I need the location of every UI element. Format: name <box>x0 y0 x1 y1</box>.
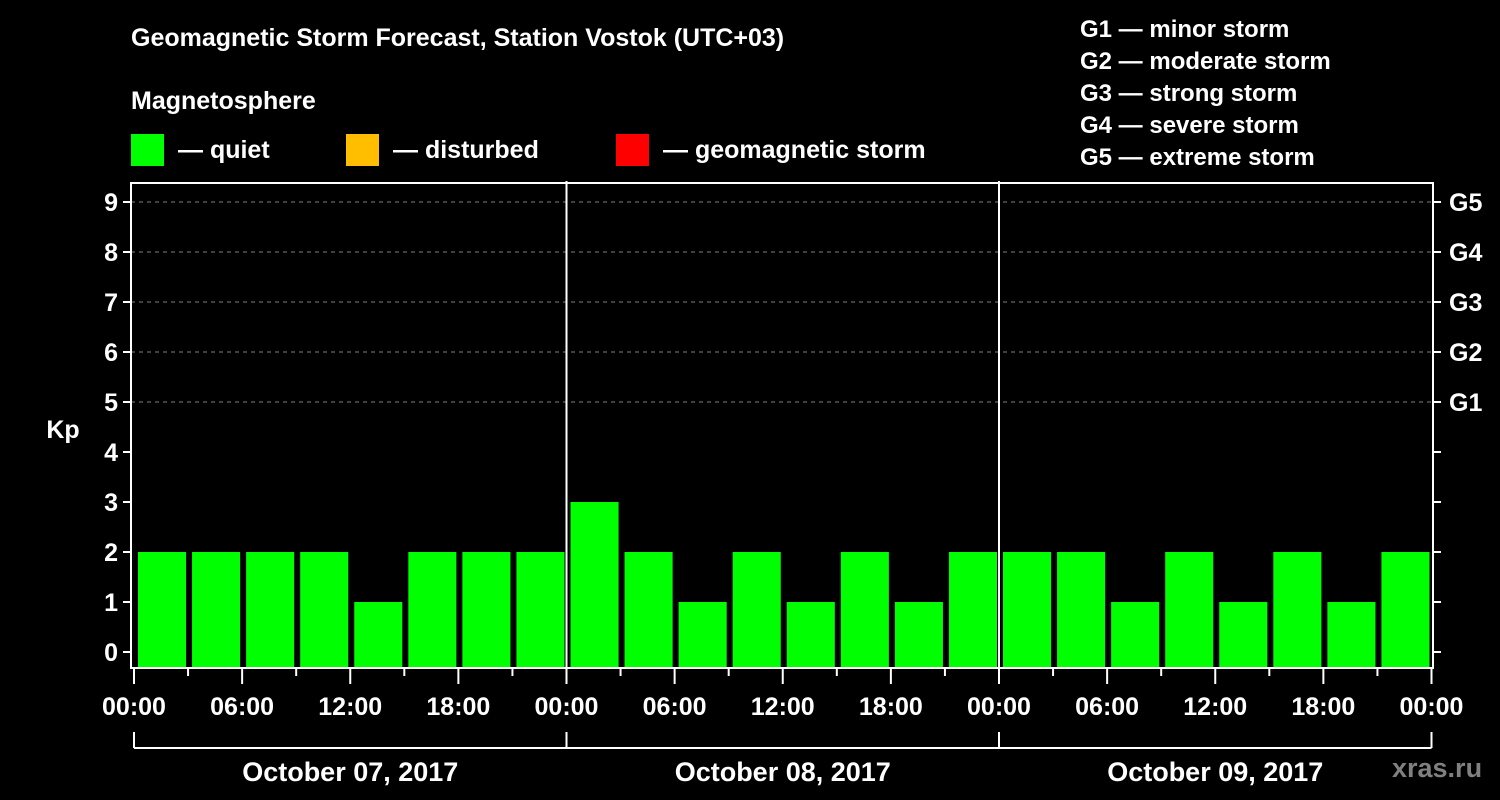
kp-bar <box>1219 602 1268 668</box>
kp-bar <box>408 552 457 668</box>
g-scale-label: G1 <box>1449 389 1482 417</box>
kp-bar <box>354 602 403 668</box>
g-scale-label: G5 <box>1449 189 1482 217</box>
y-tick-label: 6 <box>104 339 118 367</box>
day-label: October 08, 2017 <box>675 757 891 787</box>
x-tick-label: 00:00 <box>967 693 1031 721</box>
kp-bar <box>138 552 187 668</box>
kp-bar <box>192 552 241 668</box>
x-tick-label: 00:00 <box>535 693 599 721</box>
bars <box>138 502 1430 668</box>
kp-bar <box>732 552 781 668</box>
watermark: xras.ru <box>1392 753 1483 783</box>
disturbed-swatch-icon <box>346 134 379 166</box>
y-tick-label: 0 <box>104 639 118 667</box>
kp-bar <box>1273 552 1322 668</box>
axes: 0 1 2 3 4 5 6 7 8 9 G1 G2 G3 G4 G5 00:00 06:00 12:00 18:00… <box>102 181 1482 787</box>
grid-lines <box>131 201 1433 403</box>
kp-bar <box>840 552 889 668</box>
x-tick-label: 00:00 <box>1400 693 1464 721</box>
y-tick-label: 3 <box>104 489 118 517</box>
kp-bar <box>624 552 673 668</box>
legend-quiet-label: — quiet <box>178 135 270 164</box>
chart-title: Geomagnetic Storm Forecast, Station Vost… <box>131 24 785 52</box>
storm-swatch-icon <box>616 134 649 166</box>
x-tick-label: 12:00 <box>751 693 815 721</box>
g1-legend: G1 — minor storm <box>1080 16 1290 43</box>
g3-legend: G3 — strong storm <box>1080 80 1298 107</box>
legend-disturbed: — disturbed <box>346 134 539 166</box>
legend-storm-label: — geomagnetic storm <box>663 135 926 164</box>
y-tick-label: 2 <box>104 539 118 567</box>
legend-disturbed-label: — disturbed <box>393 135 539 164</box>
x-tick-label: 06:00 <box>1075 693 1139 721</box>
quiet-swatch-icon <box>131 134 164 166</box>
y-tick-label: 1 <box>104 589 118 617</box>
y-tick-label: 9 <box>104 189 118 217</box>
kp-bar <box>246 552 295 668</box>
g4-legend: G4 — severe storm <box>1080 112 1299 139</box>
legend-storm: — geomagnetic storm <box>616 134 926 166</box>
g-scale-label: G2 <box>1449 339 1482 367</box>
kp-bar <box>462 552 511 668</box>
kp-bar <box>1381 552 1430 668</box>
kp-bar <box>1003 552 1052 668</box>
y-axis-label: Kp <box>46 416 79 444</box>
y-tick-label: 8 <box>104 239 118 267</box>
magnetosphere-label: Magnetosphere <box>131 87 316 115</box>
kp-bar <box>1327 602 1376 668</box>
y-tick-label: 4 <box>104 439 118 467</box>
kp-bar <box>1111 602 1160 668</box>
x-tick-label: 06:00 <box>210 693 274 721</box>
day-label: October 09, 2017 <box>1107 757 1323 787</box>
kp-bar <box>894 602 943 668</box>
x-tick-label: 12:00 <box>1183 693 1247 721</box>
y-tick-label: 7 <box>104 289 118 317</box>
x-tick-label: 00:00 <box>102 693 166 721</box>
g-scale-label: G4 <box>1449 239 1482 267</box>
kp-bar <box>678 602 727 668</box>
g5-legend: G5 — extreme storm <box>1080 144 1315 171</box>
legend-quiet: — quiet <box>131 134 270 166</box>
kp-bar <box>516 552 565 668</box>
x-tick-label: 12:00 <box>318 693 382 721</box>
x-tick-label: 18:00 <box>859 693 923 721</box>
y-tick-label: 5 <box>104 389 118 417</box>
kp-bar <box>570 502 619 668</box>
kp-bar <box>1165 552 1214 668</box>
kp-bar <box>1057 552 1106 668</box>
x-tick-label: 18:00 <box>426 693 490 721</box>
kp-bar <box>948 552 997 668</box>
day-label: October 07, 2017 <box>242 757 458 787</box>
x-tick-label: 18:00 <box>1291 693 1355 721</box>
g-scale-label: G3 <box>1449 289 1482 317</box>
g-scale-legend: G1 — minor storm G2 — moderate storm G3 … <box>1080 14 1331 174</box>
kp-bar <box>300 552 349 668</box>
g2-legend: G2 — moderate storm <box>1080 48 1331 75</box>
x-tick-label: 06:00 <box>643 693 707 721</box>
kp-bar <box>786 602 835 668</box>
